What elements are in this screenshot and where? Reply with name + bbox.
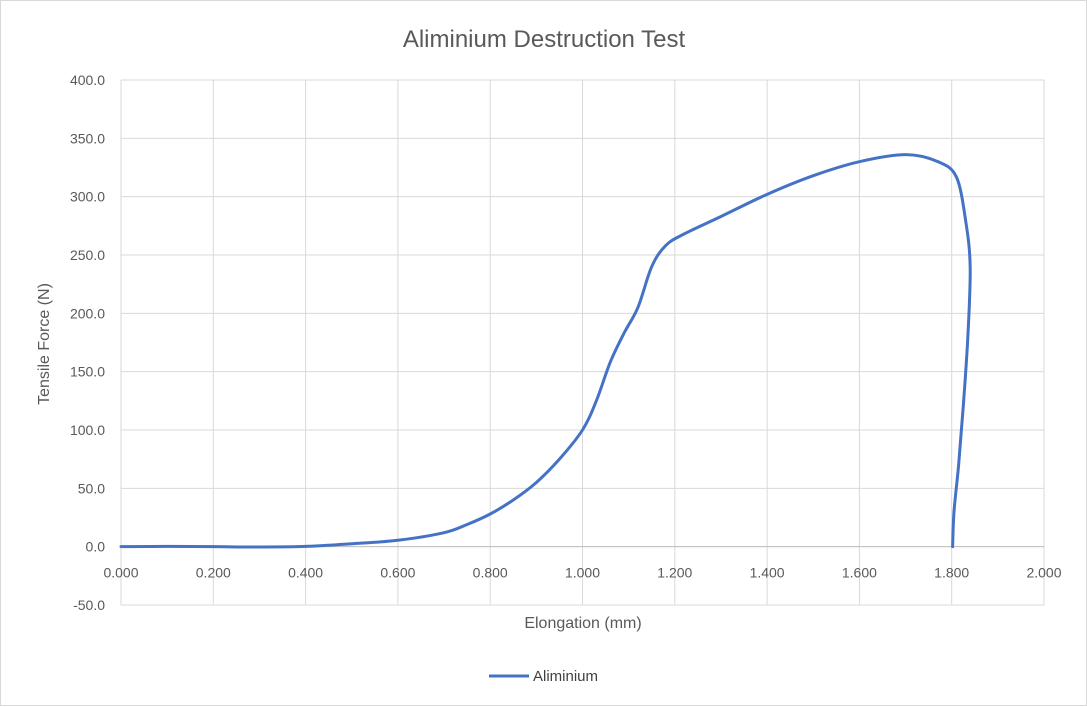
x-axis-ticks: 0.000 0.200 0.400 0.600 0.800 1.000 1.200 1.400… bbox=[103, 565, 1061, 581]
x-tick-label: 1.600 bbox=[842, 565, 877, 581]
y-tick-label: 100.0 bbox=[70, 422, 105, 438]
x-tick-label: 2.000 bbox=[1026, 565, 1061, 581]
x-tick-label: 1.400 bbox=[750, 565, 785, 581]
x-tick-label: 1.000 bbox=[565, 565, 600, 581]
y-tick-label: 150.0 bbox=[70, 364, 105, 380]
y-tick-label: -50.0 bbox=[73, 597, 105, 613]
y-tick-label: 350.0 bbox=[70, 130, 105, 146]
y-tick-label: 50.0 bbox=[78, 480, 105, 496]
x-tick-label: 0.000 bbox=[103, 565, 138, 581]
y-axis-title: Tensile Force (N) bbox=[36, 283, 53, 405]
y-tick-label: 400.0 bbox=[70, 72, 105, 88]
y-tick-label: 250.0 bbox=[70, 247, 105, 263]
legend-label-aliminium: Aliminium bbox=[533, 668, 598, 685]
x-tick-label: 1.800 bbox=[934, 565, 969, 581]
y-tick-label: 300.0 bbox=[70, 189, 105, 205]
x-tick-label: 0.600 bbox=[380, 565, 415, 581]
y-axis-ticks: -50.0 0.0 50.0 100.0 150.0 200.0 250.0 300.0 350… bbox=[70, 72, 105, 613]
series-line-aliminium bbox=[119, 153, 972, 549]
y-tick-label: 200.0 bbox=[70, 305, 105, 321]
x-tick-label: 0.400 bbox=[288, 565, 323, 581]
legend: Aliminium bbox=[489, 668, 598, 685]
x-tick-label: 0.200 bbox=[196, 565, 231, 581]
series-layer bbox=[119, 153, 972, 549]
grid bbox=[120, 79, 1045, 606]
chart-title: Aliminium Destruction Test bbox=[403, 26, 686, 53]
x-tick-label: 0.800 bbox=[473, 565, 508, 581]
x-axis-title: Elongation (mm) bbox=[524, 615, 641, 632]
y-tick-label: 0.0 bbox=[86, 539, 106, 555]
x-tick-label: 1.200 bbox=[657, 565, 692, 581]
